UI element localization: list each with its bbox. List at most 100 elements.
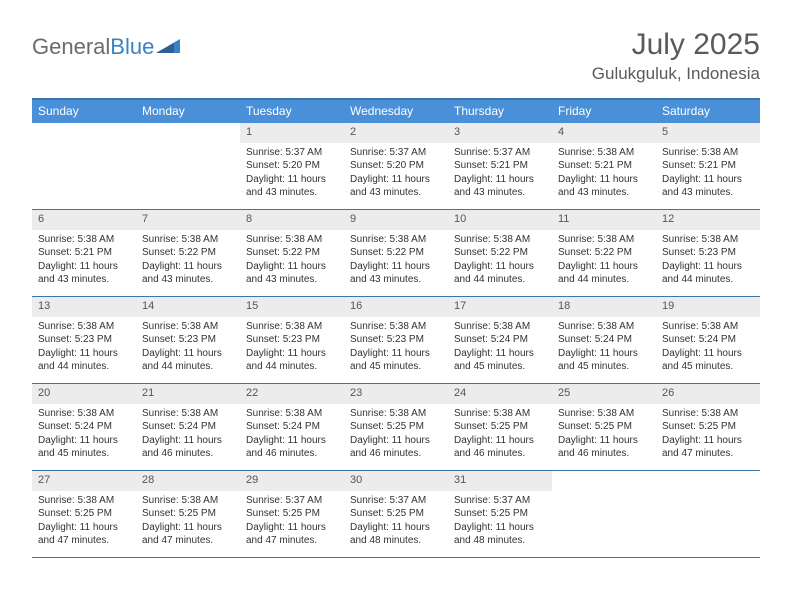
sunset-line: Sunset: 5:21 PM [38, 246, 130, 260]
day-number: 17 [448, 297, 552, 317]
calendar-day: 14Sunrise: 5:38 AMSunset: 5:23 PMDayligh… [136, 297, 240, 383]
day-body: Sunrise: 5:38 AMSunset: 5:23 PMDaylight:… [136, 317, 240, 378]
calendar-week: 27Sunrise: 5:38 AMSunset: 5:25 PMDayligh… [32, 471, 760, 558]
daylight-line: Daylight: 11 hours and 43 minutes. [38, 260, 130, 287]
sunrise-line: Sunrise: 5:38 AM [454, 407, 546, 421]
daylight-line: Daylight: 11 hours and 43 minutes. [662, 173, 754, 200]
day-number: 15 [240, 297, 344, 317]
calendar-day: 24Sunrise: 5:38 AMSunset: 5:25 PMDayligh… [448, 384, 552, 470]
calendar-day: 25Sunrise: 5:38 AMSunset: 5:25 PMDayligh… [552, 384, 656, 470]
sunset-line: Sunset: 5:25 PM [142, 507, 234, 521]
sunset-line: Sunset: 5:25 PM [662, 420, 754, 434]
day-number: 6 [32, 210, 136, 230]
sunset-line: Sunset: 5:24 PM [38, 420, 130, 434]
header: GeneralBlue July 2025 Gulukguluk, Indone… [32, 28, 760, 84]
sunrise-line: Sunrise: 5:38 AM [142, 494, 234, 508]
daylight-line: Daylight: 11 hours and 43 minutes. [350, 260, 442, 287]
calendar-day: 2Sunrise: 5:37 AMSunset: 5:20 PMDaylight… [344, 123, 448, 209]
calendar-day: 30Sunrise: 5:37 AMSunset: 5:25 PMDayligh… [344, 471, 448, 557]
calendar-day-empty [552, 471, 656, 557]
sunset-line: Sunset: 5:23 PM [246, 333, 338, 347]
day-body: Sunrise: 5:38 AMSunset: 5:25 PMDaylight:… [136, 491, 240, 552]
sunset-line: Sunset: 5:20 PM [350, 159, 442, 173]
sunset-line: Sunset: 5:25 PM [246, 507, 338, 521]
weekday-header: Sunday [32, 100, 136, 123]
sunrise-line: Sunrise: 5:37 AM [350, 494, 442, 508]
sunset-line: Sunset: 5:20 PM [246, 159, 338, 173]
sunset-line: Sunset: 5:25 PM [454, 507, 546, 521]
sunset-line: Sunset: 5:23 PM [142, 333, 234, 347]
sunrise-line: Sunrise: 5:38 AM [662, 320, 754, 334]
sunrise-line: Sunrise: 5:38 AM [350, 407, 442, 421]
brand-logo: GeneralBlue [32, 28, 182, 60]
day-body: Sunrise: 5:38 AMSunset: 5:24 PMDaylight:… [552, 317, 656, 378]
calendar-day: 18Sunrise: 5:38 AMSunset: 5:24 PMDayligh… [552, 297, 656, 383]
day-body: Sunrise: 5:38 AMSunset: 5:24 PMDaylight:… [656, 317, 760, 378]
day-number: 9 [344, 210, 448, 230]
daylight-line: Daylight: 11 hours and 43 minutes. [350, 173, 442, 200]
day-body: Sunrise: 5:38 AMSunset: 5:22 PMDaylight:… [240, 230, 344, 291]
sunrise-line: Sunrise: 5:38 AM [38, 407, 130, 421]
day-number: 23 [344, 384, 448, 404]
daylight-line: Daylight: 11 hours and 43 minutes. [558, 173, 650, 200]
daylight-line: Daylight: 11 hours and 43 minutes. [454, 173, 546, 200]
day-number: 1 [240, 123, 344, 143]
calendar-day: 7Sunrise: 5:38 AMSunset: 5:22 PMDaylight… [136, 210, 240, 296]
calendar-day: 20Sunrise: 5:38 AMSunset: 5:24 PMDayligh… [32, 384, 136, 470]
calendar-day: 3Sunrise: 5:37 AMSunset: 5:21 PMDaylight… [448, 123, 552, 209]
day-number: 31 [448, 471, 552, 491]
sunrise-line: Sunrise: 5:37 AM [454, 146, 546, 160]
day-number: 10 [448, 210, 552, 230]
sunrise-line: Sunrise: 5:38 AM [350, 320, 442, 334]
brand-text-1: General [32, 34, 110, 60]
daylight-line: Daylight: 11 hours and 43 minutes. [142, 260, 234, 287]
calendar-week: 20Sunrise: 5:38 AMSunset: 5:24 PMDayligh… [32, 384, 760, 471]
sunset-line: Sunset: 5:24 PM [246, 420, 338, 434]
sunrise-line: Sunrise: 5:38 AM [558, 146, 650, 160]
weekday-header: Tuesday [240, 100, 344, 123]
sunrise-line: Sunrise: 5:38 AM [38, 233, 130, 247]
location-label: Gulukguluk, Indonesia [592, 64, 760, 84]
daylight-line: Daylight: 11 hours and 44 minutes. [246, 347, 338, 374]
daylight-line: Daylight: 11 hours and 47 minutes. [662, 434, 754, 461]
calendar-day: 23Sunrise: 5:38 AMSunset: 5:25 PMDayligh… [344, 384, 448, 470]
calendar-day: 11Sunrise: 5:38 AMSunset: 5:22 PMDayligh… [552, 210, 656, 296]
day-body: Sunrise: 5:38 AMSunset: 5:25 PMDaylight:… [552, 404, 656, 465]
sunrise-line: Sunrise: 5:38 AM [246, 407, 338, 421]
sunrise-line: Sunrise: 5:38 AM [662, 407, 754, 421]
sunset-line: Sunset: 5:23 PM [662, 246, 754, 260]
sunset-line: Sunset: 5:25 PM [38, 507, 130, 521]
calendar-day: 26Sunrise: 5:38 AMSunset: 5:25 PMDayligh… [656, 384, 760, 470]
sunrise-line: Sunrise: 5:38 AM [558, 320, 650, 334]
daylight-line: Daylight: 11 hours and 44 minutes. [454, 260, 546, 287]
daylight-line: Daylight: 11 hours and 48 minutes. [454, 521, 546, 548]
daylight-line: Daylight: 11 hours and 47 minutes. [142, 521, 234, 548]
day-number: 14 [136, 297, 240, 317]
sunrise-line: Sunrise: 5:38 AM [350, 233, 442, 247]
day-number: 8 [240, 210, 344, 230]
calendar-day: 1Sunrise: 5:37 AMSunset: 5:20 PMDaylight… [240, 123, 344, 209]
brand-text-2: Blue [110, 34, 154, 60]
sunrise-line: Sunrise: 5:38 AM [246, 233, 338, 247]
daylight-line: Daylight: 11 hours and 47 minutes. [246, 521, 338, 548]
calendar-day: 21Sunrise: 5:38 AMSunset: 5:24 PMDayligh… [136, 384, 240, 470]
sunrise-line: Sunrise: 5:38 AM [558, 407, 650, 421]
day-number: 28 [136, 471, 240, 491]
sunset-line: Sunset: 5:22 PM [350, 246, 442, 260]
daylight-line: Daylight: 11 hours and 46 minutes. [142, 434, 234, 461]
sunset-line: Sunset: 5:24 PM [142, 420, 234, 434]
sunset-line: Sunset: 5:22 PM [454, 246, 546, 260]
sunset-line: Sunset: 5:23 PM [38, 333, 130, 347]
calendar-day-empty [32, 123, 136, 209]
day-body: Sunrise: 5:38 AMSunset: 5:24 PMDaylight:… [136, 404, 240, 465]
day-body: Sunrise: 5:37 AMSunset: 5:20 PMDaylight:… [240, 143, 344, 204]
month-title: July 2025 [592, 28, 760, 62]
sunset-line: Sunset: 5:22 PM [558, 246, 650, 260]
day-body: Sunrise: 5:38 AMSunset: 5:23 PMDaylight:… [240, 317, 344, 378]
sunrise-line: Sunrise: 5:38 AM [142, 233, 234, 247]
day-number: 30 [344, 471, 448, 491]
calendar-day: 15Sunrise: 5:38 AMSunset: 5:23 PMDayligh… [240, 297, 344, 383]
daylight-line: Daylight: 11 hours and 44 minutes. [38, 347, 130, 374]
day-number: 20 [32, 384, 136, 404]
day-body: Sunrise: 5:37 AMSunset: 5:25 PMDaylight:… [448, 491, 552, 552]
